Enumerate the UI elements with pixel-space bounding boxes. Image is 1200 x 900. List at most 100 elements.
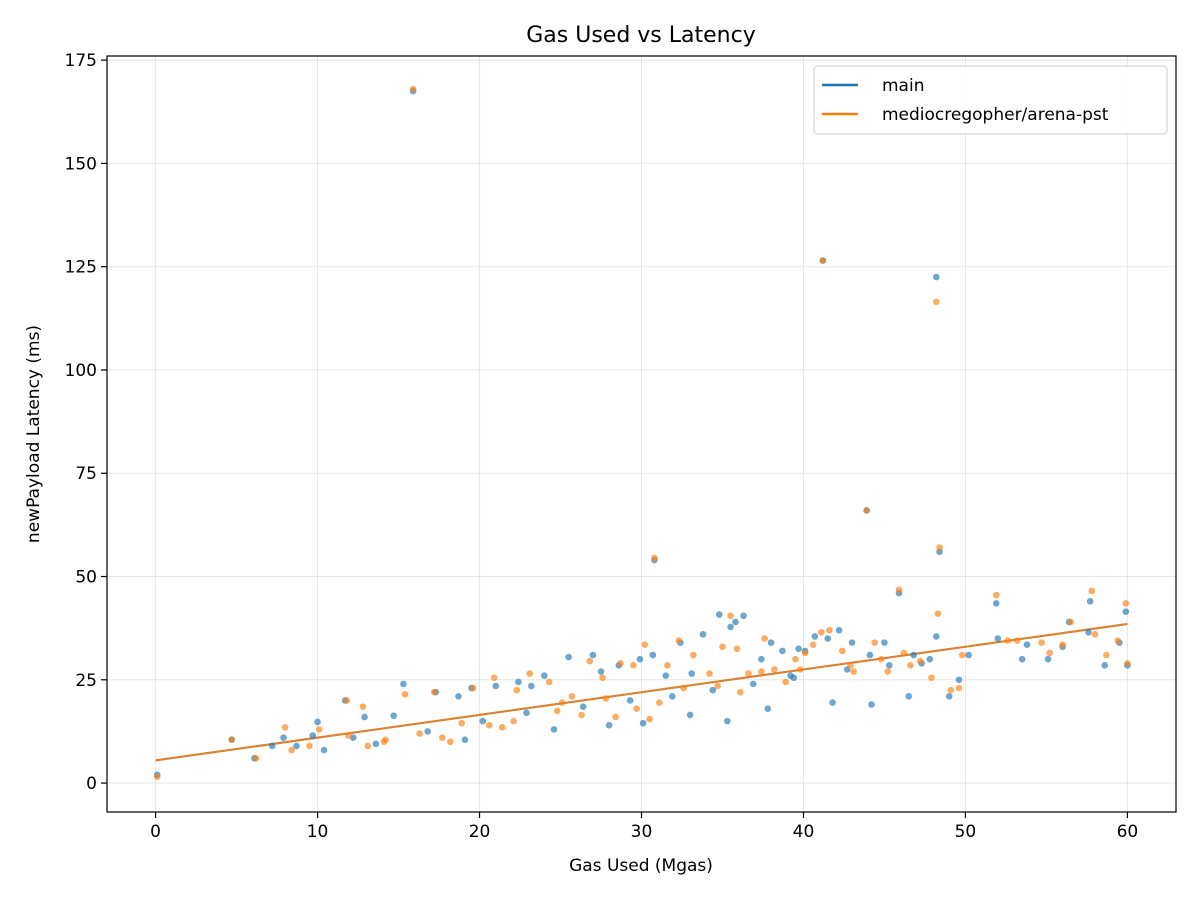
data-point-arena-pst: [416, 730, 423, 737]
trend-lines: [155, 623, 1128, 762]
data-point-arena-pst: [771, 666, 778, 673]
data-point-main: [790, 674, 798, 682]
data-point-main: [579, 703, 587, 710]
data-point-arena-pst: [719, 643, 726, 651]
data-point-arena-pst: [895, 586, 903, 594]
data-point-arena-pst: [714, 682, 721, 690]
data-point-main: [605, 721, 613, 729]
data-point-arena-pst: [510, 717, 517, 725]
data-point-arena-pst: [1059, 641, 1066, 648]
data-points: [153, 85, 1131, 781]
y-tick-label: 100: [65, 361, 97, 381]
data-point-arena-pst: [401, 690, 409, 698]
data-point-arena-pst: [526, 670, 534, 677]
data-point-main: [1023, 641, 1031, 648]
data-point-arena-pst: [1114, 637, 1121, 644]
data-point-arena-pst: [796, 666, 804, 673]
y-tick-label: 75: [75, 464, 97, 484]
data-point-arena-pst: [553, 707, 561, 715]
data-point-arena-pst: [545, 678, 553, 686]
data-point-main: [639, 719, 647, 727]
data-point-main: [779, 647, 786, 655]
y-tick-label: 175: [65, 51, 97, 71]
data-point-arena-pst: [916, 657, 924, 665]
data-point-arena-pst: [641, 641, 649, 648]
data-point-arena-pst: [345, 732, 352, 739]
data-point-main: [626, 697, 634, 704]
data-point-arena-pst: [1067, 618, 1075, 626]
data-point-main: [1018, 655, 1026, 663]
data-point-arena-pst: [359, 703, 367, 710]
data-point-arena-pst: [485, 721, 493, 729]
x-tick-label: 30: [631, 822, 653, 842]
data-point-main: [668, 693, 676, 700]
data-point-main: [835, 626, 843, 634]
data-point-arena-pst: [490, 674, 498, 682]
data-point-main: [811, 633, 819, 640]
data-point-main: [1085, 628, 1092, 636]
data-point-arena-pst: [447, 738, 454, 746]
grid: [107, 56, 1176, 812]
legend-box: [813, 65, 1168, 135]
data-point-main: [597, 668, 605, 675]
data-point-arena-pst: [469, 684, 477, 692]
data-point-arena-pst: [847, 662, 854, 669]
data-point-main: [994, 635, 1002, 642]
data-point-arena-pst: [690, 651, 697, 659]
data-point-arena-pst: [863, 507, 870, 514]
data-point-arena-pst: [380, 738, 388, 746]
data-point-arena-pst: [568, 693, 576, 700]
data-point-main: [866, 651, 874, 659]
data-point-main: [955, 676, 963, 684]
data-point-arena-pst: [617, 659, 624, 667]
data-point-main: [829, 699, 836, 706]
legend: main mediocregopher/arena-pst: [813, 65, 1168, 135]
data-point-main: [910, 651, 917, 659]
data-point-main: [400, 680, 407, 688]
data-point-arena-pst: [612, 713, 619, 721]
data-point-arena-pst: [288, 746, 295, 754]
data-point-arena-pst: [817, 628, 825, 636]
data-point-arena-pst: [947, 686, 955, 694]
data-point-main: [932, 633, 940, 640]
data-point-main: [688, 670, 696, 677]
data-point-main: [492, 682, 500, 690]
x-tick-label: 0: [150, 822, 161, 842]
data-point-arena-pst: [656, 699, 663, 706]
data-point-main: [795, 645, 802, 653]
x-axis-label: Gas Used (Mgas): [569, 856, 713, 876]
data-point-arena-pst: [958, 651, 966, 659]
data-point-main: [479, 717, 487, 725]
data-point-arena-pst: [646, 715, 653, 723]
data-point-main: [280, 734, 287, 741]
data-point-arena-pst: [364, 742, 372, 750]
data-point-arena-pst: [1124, 659, 1131, 667]
data-point-main: [461, 736, 469, 744]
data-point-main: [824, 635, 832, 642]
data-point-arena-pst: [1013, 637, 1021, 644]
data-point-arena-pst: [1088, 587, 1096, 595]
data-point-arena-pst: [839, 647, 846, 655]
data-point-arena-pst: [733, 645, 741, 653]
data-point-main: [528, 682, 535, 690]
data-point-main: [320, 746, 328, 754]
data-point-arena-pst: [675, 637, 683, 644]
data-point-main: [965, 651, 972, 659]
data-point-arena-pst: [706, 670, 713, 677]
data-point-arena-pst: [809, 641, 817, 648]
y-axis-label: newPayload Latency (ms): [24, 325, 44, 543]
data-point-arena-pst: [458, 719, 466, 727]
data-point-arena-pst: [1038, 639, 1045, 646]
data-point-main: [565, 653, 572, 661]
legend-label-main: main: [882, 76, 924, 96]
data-point-arena-pst: [430, 688, 438, 696]
data-point-main: [686, 711, 694, 719]
data-point-arena-pst: [651, 554, 658, 562]
data-point-arena-pst: [928, 674, 935, 682]
data-point-arena-pst: [907, 662, 914, 669]
y-axis: 0 25 50 75 100 125 150 175: [65, 51, 107, 794]
data-point-main: [699, 631, 707, 638]
x-tick-label: 40: [793, 822, 815, 842]
data-point-arena-pst: [1122, 600, 1130, 607]
